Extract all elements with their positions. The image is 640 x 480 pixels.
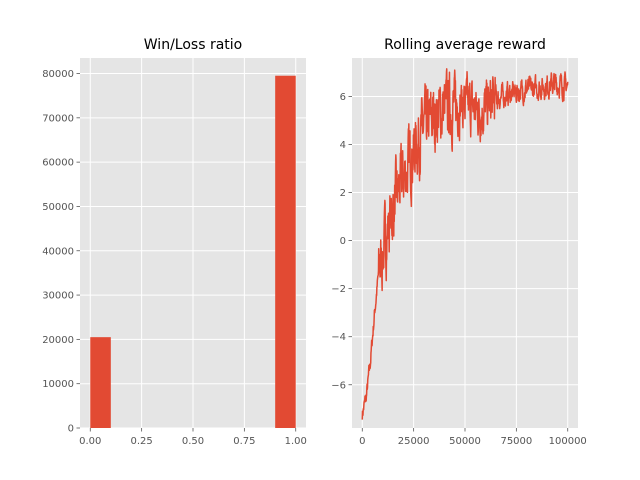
- y-tick-label: 50000: [42, 202, 74, 213]
- x-tick-label: 25000: [398, 436, 430, 447]
- y-tick-label: −2: [331, 284, 346, 295]
- reward-series-line: [361, 68, 569, 420]
- grid-lines: [80, 58, 306, 429]
- x-tick-label: 50000: [449, 436, 481, 447]
- grid-lines: [352, 58, 578, 428]
- y-tick-label: 40000: [42, 246, 74, 257]
- y-tick-label: 2: [340, 188, 346, 199]
- chart-title: Win/Loss ratio: [144, 37, 242, 53]
- histogram-bar: [275, 75, 296, 428]
- y-tick-label: 0: [340, 236, 346, 247]
- x-tick-label: 0.00: [79, 436, 101, 447]
- histogram-bar: [90, 337, 111, 428]
- chart-title: Rolling average reward: [384, 37, 546, 53]
- y-axis-ticks: −6 −4 −2 0 2 4 6: [331, 92, 352, 391]
- y-tick-label: 4: [340, 140, 346, 151]
- x-tick-label: 0.50: [182, 436, 204, 447]
- y-tick-label: 30000: [42, 291, 74, 302]
- y-tick-label: 60000: [42, 158, 74, 169]
- y-tick-label: 70000: [42, 113, 74, 124]
- x-tick-label: 0.25: [131, 436, 153, 447]
- x-tick-label: 0: [359, 436, 365, 447]
- win-loss-histogram-panel: 0.00 0.25 0.50 0.75 1.00 0 10000 20000 30000 400…: [42, 37, 307, 447]
- y-tick-label: 0: [68, 424, 74, 435]
- y-tick-label: 10000: [42, 379, 74, 390]
- y-tick-label: −4: [331, 332, 346, 343]
- x-tick-label: 0.75: [233, 436, 255, 447]
- y-tick-label: −6: [331, 380, 346, 391]
- histogram-bars: [90, 75, 296, 428]
- x-tick-label: 75000: [500, 436, 532, 447]
- rolling-reward-line-panel: 0 25000 50000 75000 100000 −6 −4 −2 0 2 4 6 Rollin…: [331, 37, 587, 447]
- y-tick-label: 80000: [42, 69, 74, 80]
- x-axis-ticks: 0 25000 50000 75000 100000: [359, 428, 587, 447]
- y-axis-ticks: 0 10000 20000 30000 40000 50000 60000 70000 8000…: [42, 69, 80, 435]
- x-tick-label: 100000: [549, 436, 587, 447]
- y-tick-label: 6: [340, 92, 346, 103]
- x-axis-ticks: 0.00 0.25 0.50 0.75 1.00: [79, 428, 307, 447]
- y-tick-label: 20000: [42, 335, 74, 346]
- x-tick-label: 1.00: [285, 436, 307, 447]
